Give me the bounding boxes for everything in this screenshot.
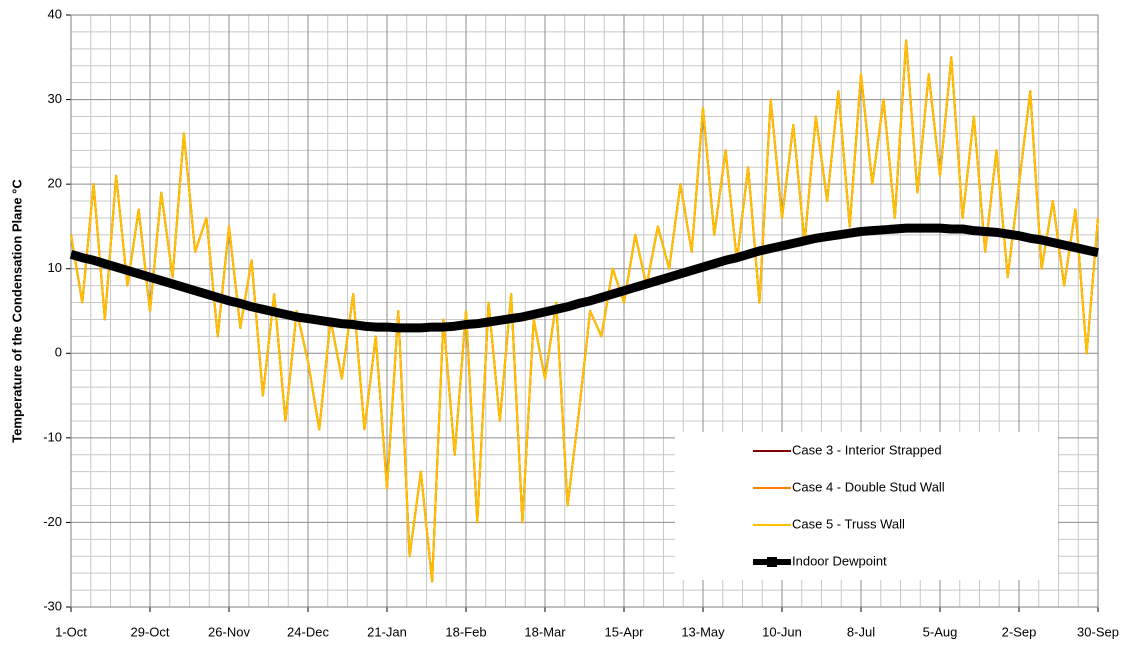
y-tick-label: 0: [55, 345, 62, 360]
y-tick-label: -20: [43, 514, 62, 529]
x-tick-label: 29-Oct: [130, 624, 169, 639]
y-tick-label: -10: [43, 429, 62, 444]
legend-label: Case 5 - Truss Wall: [792, 516, 905, 531]
legend-box: [675, 432, 1058, 580]
x-tick-label: 2-Sep: [1002, 624, 1037, 639]
y-tick-label: 10: [48, 260, 62, 275]
x-tick-label: 24-Dec: [287, 624, 329, 639]
y-axis-label: Temperature of the Condensation Plane °C: [9, 179, 24, 443]
x-tick-label: 26-Nov: [208, 624, 250, 639]
legend-label: Case 3 - Interior Strapped: [792, 442, 942, 457]
x-tick-label: 15-Apr: [604, 624, 644, 639]
legend-label: Case 4 - Double Stud Wall: [792, 479, 945, 494]
x-tick-label: 18-Feb: [445, 624, 486, 639]
x-tick-label: 1-Oct: [55, 624, 87, 639]
y-tick-label: -30: [43, 598, 62, 613]
plot-border: [70, 14, 1099, 608]
legend-marker: [767, 557, 777, 567]
series-line: [69, 223, 1099, 333]
x-tick-label: 8-Jul: [847, 624, 875, 639]
legend-label: Indoor Dewpoint: [792, 553, 887, 568]
x-tick-label: 18-Mar: [524, 624, 566, 639]
y-tick-label: 40: [48, 6, 62, 21]
series-line: [70, 39, 1099, 583]
x-tick-label: 30-Sep: [1077, 624, 1119, 639]
x-tick-label: 21-Jan: [367, 624, 407, 639]
y-tick-label: 30: [48, 91, 62, 106]
y-tick-label: 20: [48, 176, 62, 191]
x-tick-label: 5-Aug: [923, 624, 958, 639]
x-tick-label: 10-Jun: [762, 624, 802, 639]
x-tick-label: 13-May: [681, 624, 725, 639]
